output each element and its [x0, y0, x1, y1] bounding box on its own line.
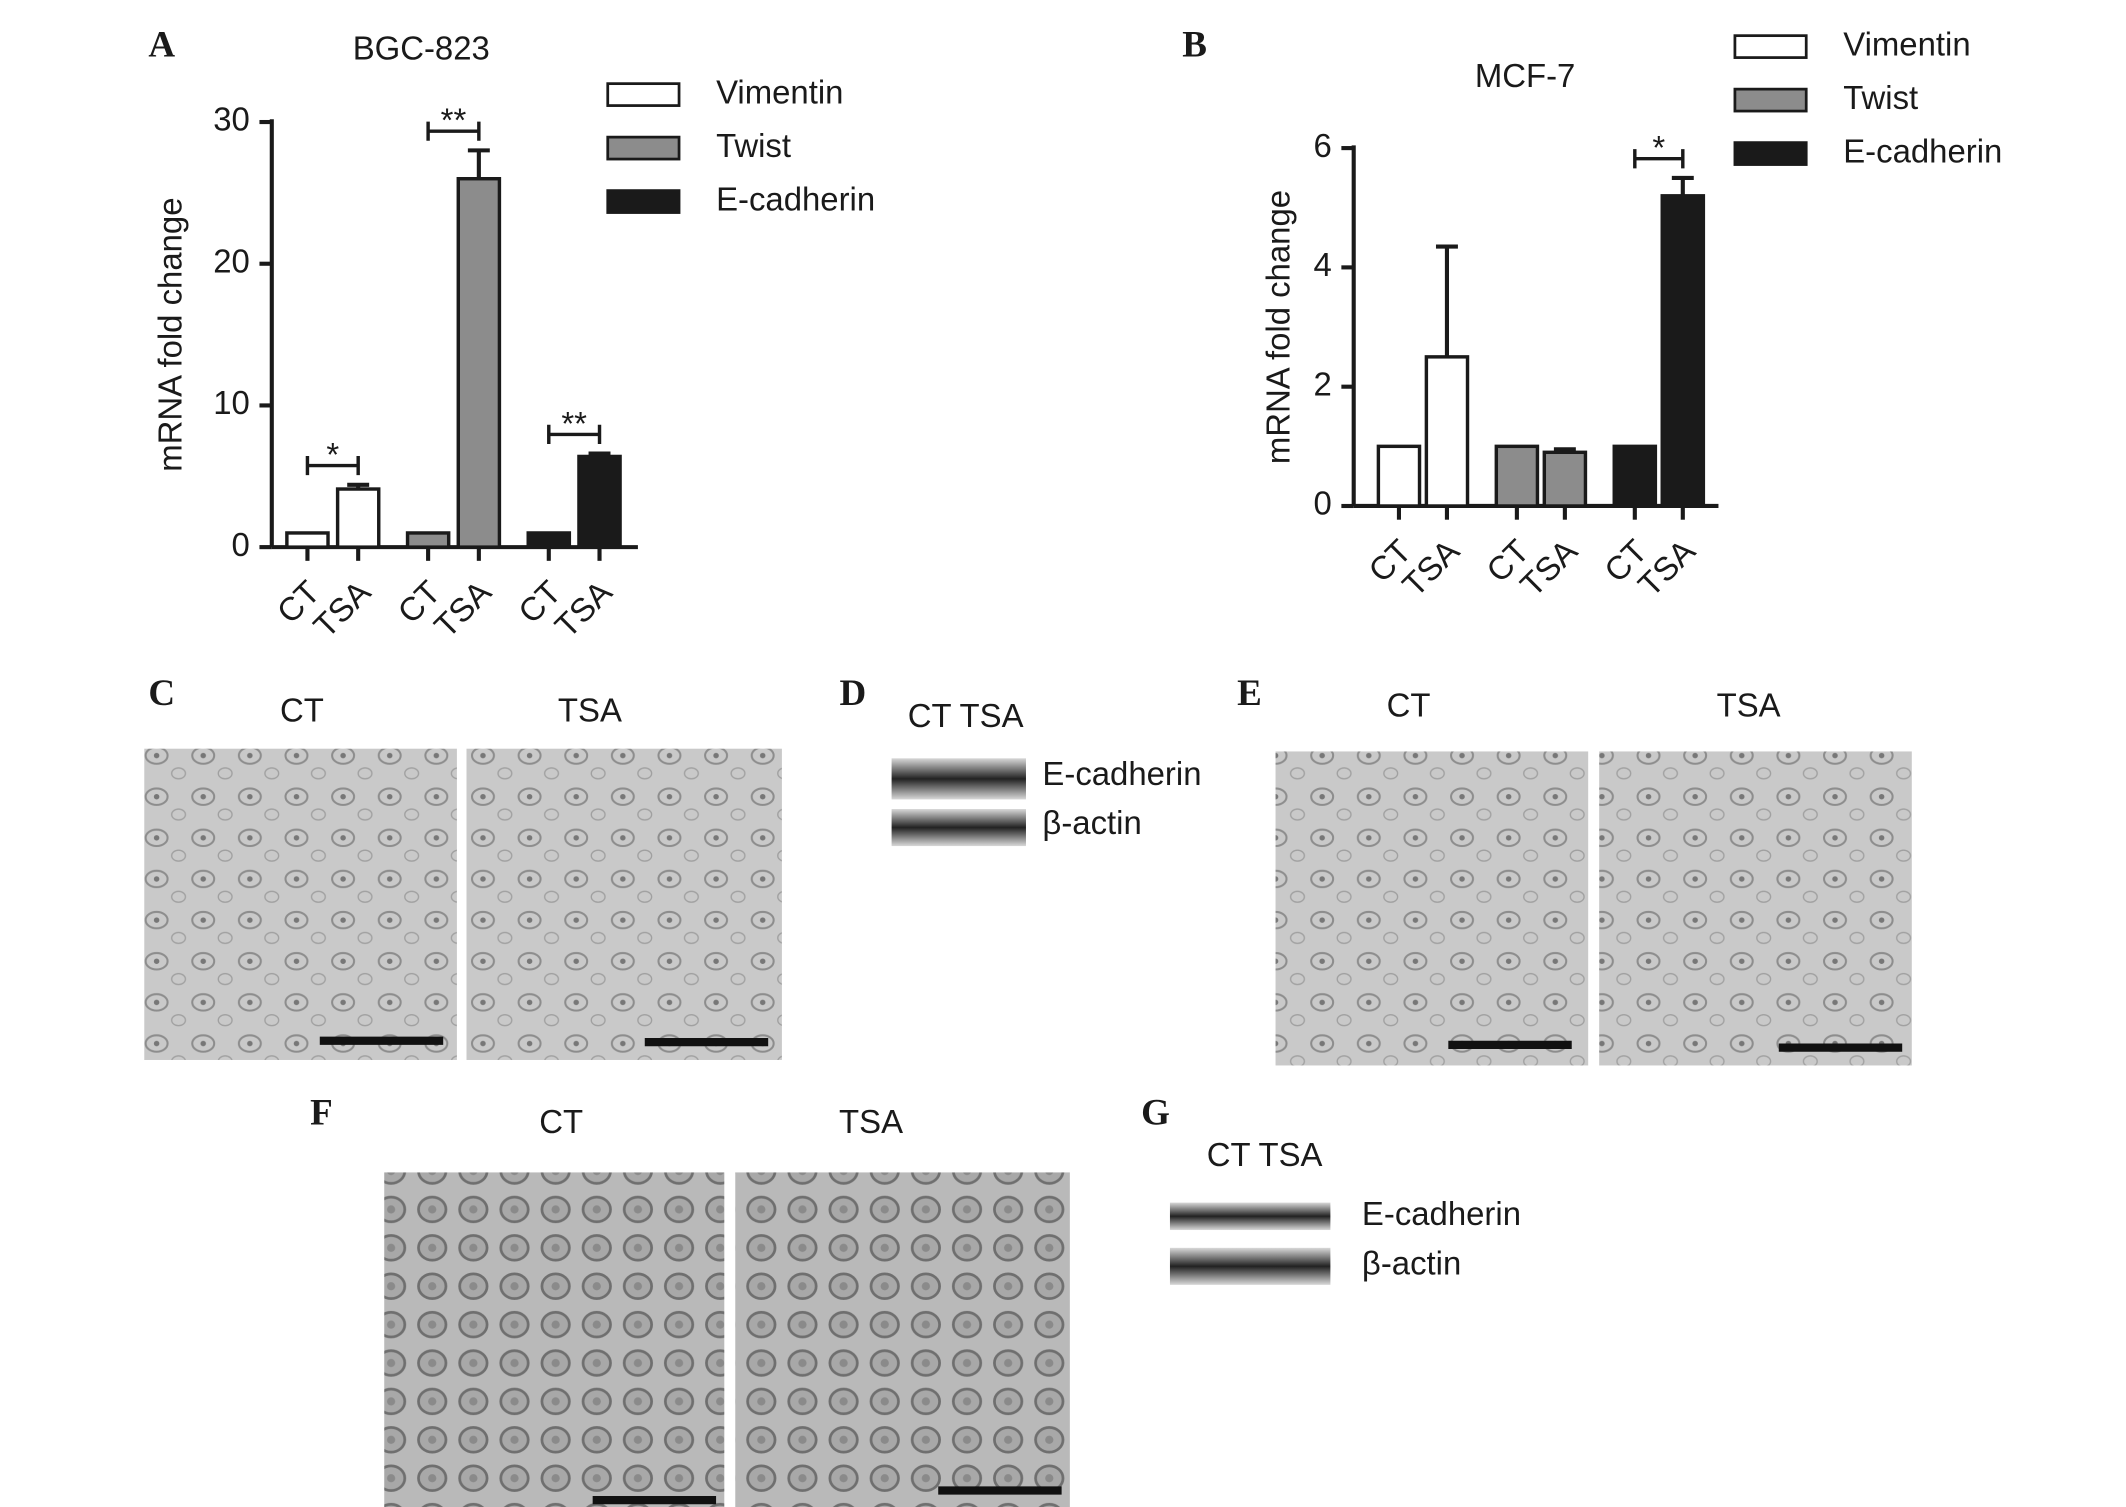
significance-label: **: [561, 405, 587, 442]
legend-swatch: [606, 189, 681, 214]
panel-label: E: [1237, 673, 1262, 714]
error-bar: [1553, 447, 1576, 453]
y-axis-label: mRNA fold change: [1260, 190, 1297, 464]
panel-label: B: [1182, 24, 1207, 65]
bar: [1424, 355, 1470, 508]
panel-label: C: [148, 673, 175, 714]
significance-label: *: [1652, 129, 1665, 166]
y-tick-label: 10: [213, 384, 250, 421]
micrograph: [1275, 751, 1589, 1066]
error-bar: [467, 148, 490, 179]
x-tick-label: TSA: [547, 573, 618, 644]
error-bar: [1671, 175, 1694, 196]
band-label: E-cadherin: [1042, 755, 1201, 792]
blot-band: [891, 758, 1026, 800]
blot-band: [1169, 1202, 1331, 1231]
blot-header: CT TSA: [1207, 1136, 1323, 1173]
y-tick-label: 4: [1313, 246, 1331, 283]
bar: [285, 531, 330, 549]
legend-label: Twist: [716, 127, 791, 164]
legend-label: E-cadherin: [716, 180, 875, 217]
y-tick-label: 30: [213, 101, 250, 138]
legend-swatch: [1733, 141, 1808, 166]
significance-bracket: [305, 455, 360, 476]
micrograph: [144, 748, 457, 1060]
image-label: TSA: [558, 692, 622, 729]
micrograph: [1599, 751, 1912, 1066]
image-label: CT: [280, 692, 324, 729]
panel-label: A: [148, 24, 175, 65]
error-bar: [347, 482, 370, 490]
band-label: β-actin: [1042, 804, 1141, 841]
x-tick-label: TSA: [306, 573, 377, 644]
micrograph: [735, 1172, 1070, 1507]
y-tick-label: 2: [1313, 365, 1331, 402]
significance-bracket: [1633, 149, 1685, 169]
legend-swatch: [606, 135, 681, 161]
legend-label: Vimentin: [716, 73, 843, 110]
panel-label: D: [839, 673, 866, 714]
x-tick-label: TSA: [1395, 532, 1466, 603]
x-tick-label: TSA: [427, 573, 498, 644]
legend-swatch: [1733, 87, 1808, 113]
legend-swatch: [1733, 34, 1808, 59]
x-tick-label: TSA: [1631, 532, 1702, 603]
bar: [577, 454, 622, 549]
x-tick-label: TSA: [1513, 532, 1584, 603]
y-tick-label: 0: [1313, 485, 1331, 522]
image-label: CT: [539, 1103, 583, 1140]
legend-swatch: [606, 82, 681, 107]
panel-label: F: [310, 1093, 333, 1134]
bar: [456, 177, 502, 549]
legend-label: Vimentin: [1843, 25, 1970, 62]
y-tick-label: 0: [232, 526, 250, 563]
bar: [335, 487, 381, 549]
error-bar: [588, 451, 611, 457]
y-tick-label: 6: [1313, 127, 1331, 164]
image-label: TSA: [1717, 686, 1781, 723]
bar: [1612, 444, 1658, 508]
panel-label: G: [1141, 1093, 1170, 1134]
significance-label: *: [326, 436, 339, 473]
y-axis-label: mRNA fold change: [152, 197, 189, 471]
y-tick-label: 20: [213, 242, 250, 279]
bar: [1542, 450, 1588, 508]
bar: [405, 531, 451, 549]
bar: [1494, 444, 1540, 508]
legend-label: E-cadherin: [1843, 132, 2002, 169]
bar: [526, 531, 572, 549]
significance-bracket: [547, 424, 602, 445]
significance-bracket: [426, 121, 481, 141]
bar: [1660, 194, 1706, 508]
blot-band: [1169, 1247, 1331, 1285]
image-label: TSA: [839, 1103, 903, 1140]
legend-label: Twist: [1843, 79, 1918, 116]
image-label: CT: [1387, 686, 1431, 723]
band-label: E-cadherin: [1362, 1195, 1521, 1232]
bar: [1376, 444, 1422, 508]
blot-band: [891, 809, 1026, 847]
error-bar: [1435, 244, 1458, 357]
chart-title: MCF-7: [1475, 57, 1576, 94]
chart-title: BGC-823: [353, 29, 490, 66]
micrograph: [466, 748, 782, 1060]
micrograph: [384, 1172, 725, 1507]
blot-header: CT TSA: [908, 697, 1024, 734]
significance-label: **: [441, 102, 467, 139]
band-label: β-actin: [1362, 1244, 1461, 1281]
